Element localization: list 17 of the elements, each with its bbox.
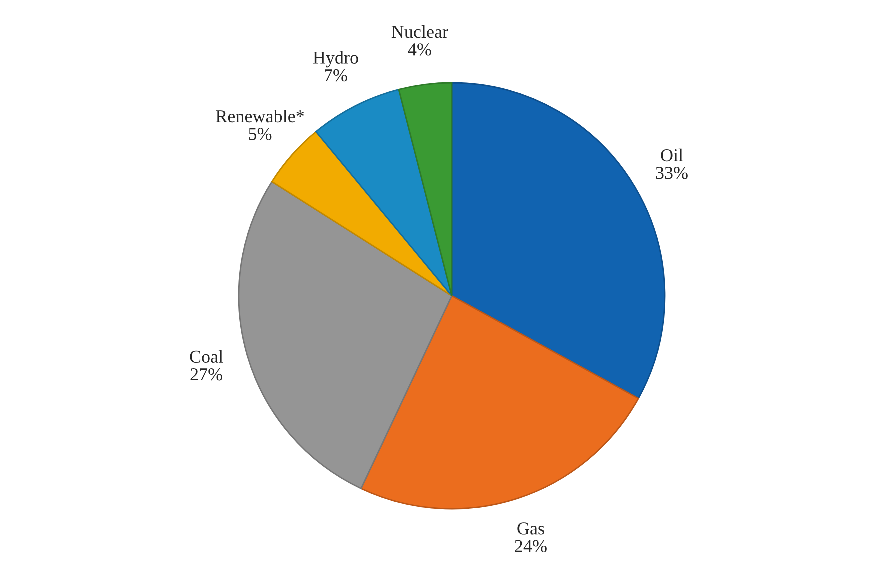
- pie-slice: [360, 295, 640, 510]
- pie-slice: [238, 181, 453, 490]
- data-label: 7%: [325, 69, 348, 82]
- slice-label: Gas: [518, 522, 544, 535]
- pie-slice: [316, 88, 453, 297]
- data-label: 4%: [408, 44, 432, 56]
- slice-label: Renewable*: [216, 110, 304, 123]
- data-label: 5%: [249, 128, 272, 140]
- slice-label: Oil: [661, 148, 684, 162]
- slice-label: Hydro: [313, 51, 358, 68]
- data-label: 24%: [515, 540, 547, 552]
- data-label: 33%: [656, 167, 688, 180]
- slice-label: Coal: [190, 350, 224, 364]
- pie-slice: [271, 131, 453, 297]
- pie-slice: [398, 82, 453, 297]
- data-label: 27%: [190, 368, 222, 381]
- slice-label: Nuclear: [392, 25, 448, 38]
